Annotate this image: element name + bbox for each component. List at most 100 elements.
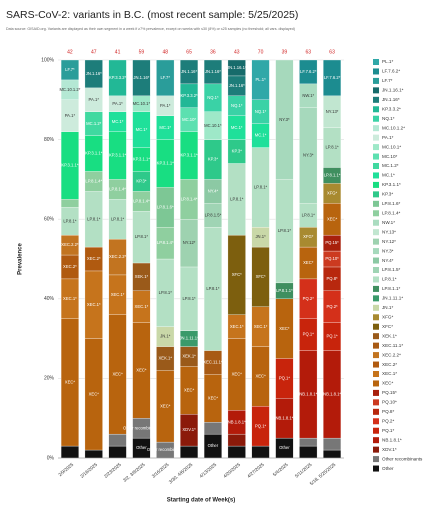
segment-label: NQ.1* bbox=[255, 109, 267, 114]
segment-label: NY.13* bbox=[326, 109, 339, 114]
y-tick-label: 60% bbox=[44, 217, 55, 223]
legend-label: KP.3.3.2* bbox=[382, 106, 401, 111]
legend-swatch bbox=[373, 371, 379, 377]
sample-count: 47 bbox=[91, 49, 97, 55]
segment-label: LP.8.1* bbox=[325, 145, 339, 150]
segment-label: MC.10.1* bbox=[133, 101, 151, 106]
segment-label: JN.1.16* bbox=[86, 71, 102, 76]
legend-swatch bbox=[373, 191, 379, 198]
segment-label: NQ.1* bbox=[231, 103, 243, 108]
segment-label: XEC.1* bbox=[87, 302, 101, 307]
segment-label: JN.1.11.1* bbox=[179, 336, 199, 341]
segment-label: KP.3* bbox=[136, 178, 147, 183]
segment-label: XEC* bbox=[255, 374, 266, 379]
segment-label: LP.8.1* bbox=[111, 216, 125, 221]
segment-label: LP.8.1* bbox=[159, 290, 173, 295]
segment-label: LP.8.1.4* bbox=[181, 196, 198, 201]
segment-label: LP.8.1.1* bbox=[276, 288, 293, 293]
legend-label: NB.1.8.1* bbox=[382, 437, 402, 442]
segment-label: XEC.1* bbox=[111, 292, 125, 297]
x-axis-title: Starting date of Week(s) bbox=[167, 498, 236, 504]
bar-segment bbox=[323, 437, 342, 451]
legend-label: XEC.2* bbox=[382, 362, 397, 367]
legend-swatch bbox=[373, 361, 379, 368]
legend-label: LP.8.1.6* bbox=[382, 201, 401, 206]
segment-label: LP.8.1* bbox=[302, 212, 316, 217]
legend-swatch bbox=[373, 219, 379, 226]
segment-label: PQ.1* bbox=[303, 332, 315, 337]
legend-swatch bbox=[373, 238, 379, 245]
segment-label: LP.8.1* bbox=[206, 286, 220, 291]
segment-label: XFC* bbox=[256, 274, 266, 279]
legend-swatch bbox=[373, 437, 379, 444]
bar-segment bbox=[251, 445, 270, 459]
segment-label: KP.3.1.1* bbox=[85, 151, 103, 156]
segment-label: NB.1.8.1* bbox=[323, 391, 341, 396]
legend-label: PQ.8* bbox=[382, 409, 394, 414]
legend-swatch bbox=[373, 153, 379, 160]
legend-swatch bbox=[373, 87, 379, 94]
legend-swatch bbox=[373, 323, 379, 330]
segment-label: LF.7* bbox=[160, 75, 170, 80]
legend-swatch bbox=[373, 408, 379, 415]
segment-label: XEC* bbox=[327, 216, 338, 221]
legend-swatch bbox=[373, 59, 379, 65]
legend-label: NY.12* bbox=[382, 239, 396, 244]
y-tick-label: 0% bbox=[47, 455, 55, 461]
bar-segment bbox=[180, 59, 199, 85]
legend-swatch bbox=[373, 144, 379, 151]
legend-swatch bbox=[373, 446, 379, 453]
legend-label: NY.3* bbox=[382, 248, 394, 253]
segment-label: XEC* bbox=[303, 260, 314, 265]
segment-label: JN.1.16* bbox=[133, 75, 149, 80]
sample-count: 36 bbox=[210, 49, 216, 55]
bar-segment bbox=[84, 449, 103, 459]
segment-label: XEC.2.2* bbox=[109, 254, 127, 259]
legend-label: XFC* bbox=[382, 324, 393, 329]
legend-swatch bbox=[373, 314, 379, 321]
segment-label: LP.8.1.1* bbox=[324, 173, 341, 178]
bar-segment bbox=[108, 445, 127, 459]
legend-swatch bbox=[373, 267, 379, 273]
legend-label: LP.8.1.5* bbox=[382, 267, 401, 272]
segment-label: PQ.1* bbox=[326, 334, 338, 339]
legend-swatch bbox=[373, 380, 379, 387]
segment-label: JN.1.16* bbox=[181, 69, 197, 74]
segment-label: JN.1* bbox=[255, 234, 266, 239]
legend-swatch bbox=[373, 125, 379, 132]
segment-label: NY.3* bbox=[279, 117, 290, 122]
legend-label: PL.1* bbox=[382, 59, 393, 64]
segment-label: LP.8.1* bbox=[63, 218, 77, 223]
sample-count: 48 bbox=[162, 49, 168, 55]
segment-label: XEC.11.1* bbox=[203, 360, 223, 365]
segment-label: XEC.2* bbox=[63, 264, 77, 269]
segment-label: NB.1.8.1* bbox=[275, 415, 293, 420]
segment-label: NW.1* bbox=[302, 93, 314, 98]
segment-label: NB.1.8.1* bbox=[228, 419, 246, 424]
segment-label: PQ.8* bbox=[326, 276, 338, 281]
legend-label: MC.10* bbox=[382, 154, 398, 159]
segment-label: JN.1.16* bbox=[229, 83, 245, 88]
legend-label: JN.1.16* bbox=[382, 97, 400, 102]
legend-label: LP.8.1.4* bbox=[382, 210, 401, 215]
y-tick-label: 40% bbox=[44, 296, 55, 302]
legend-label: PA.1* bbox=[382, 135, 394, 140]
bar-segment bbox=[60, 445, 79, 459]
segment-label: LP.8.1* bbox=[278, 228, 292, 233]
bar-segment bbox=[323, 59, 342, 96]
legend-swatch bbox=[373, 229, 379, 236]
segment-label: Other bbox=[208, 443, 219, 448]
legend-swatch bbox=[373, 427, 379, 434]
segment-label: LP.8.1.4* bbox=[85, 178, 102, 183]
segment-label: KP.3.1.1* bbox=[181, 153, 199, 158]
segment-label: XFG* bbox=[327, 190, 338, 195]
legend-label: NY.4* bbox=[382, 258, 394, 263]
segment-label: XFC* bbox=[232, 272, 242, 277]
legend-swatch bbox=[373, 163, 379, 169]
bar-segment bbox=[323, 449, 342, 459]
legend-label: KP.3.1.1* bbox=[382, 182, 401, 187]
segment-label: XEC.1* bbox=[254, 324, 268, 329]
bar-segment bbox=[60, 59, 79, 81]
bar-segment bbox=[203, 59, 222, 85]
legend-swatch bbox=[373, 248, 379, 255]
